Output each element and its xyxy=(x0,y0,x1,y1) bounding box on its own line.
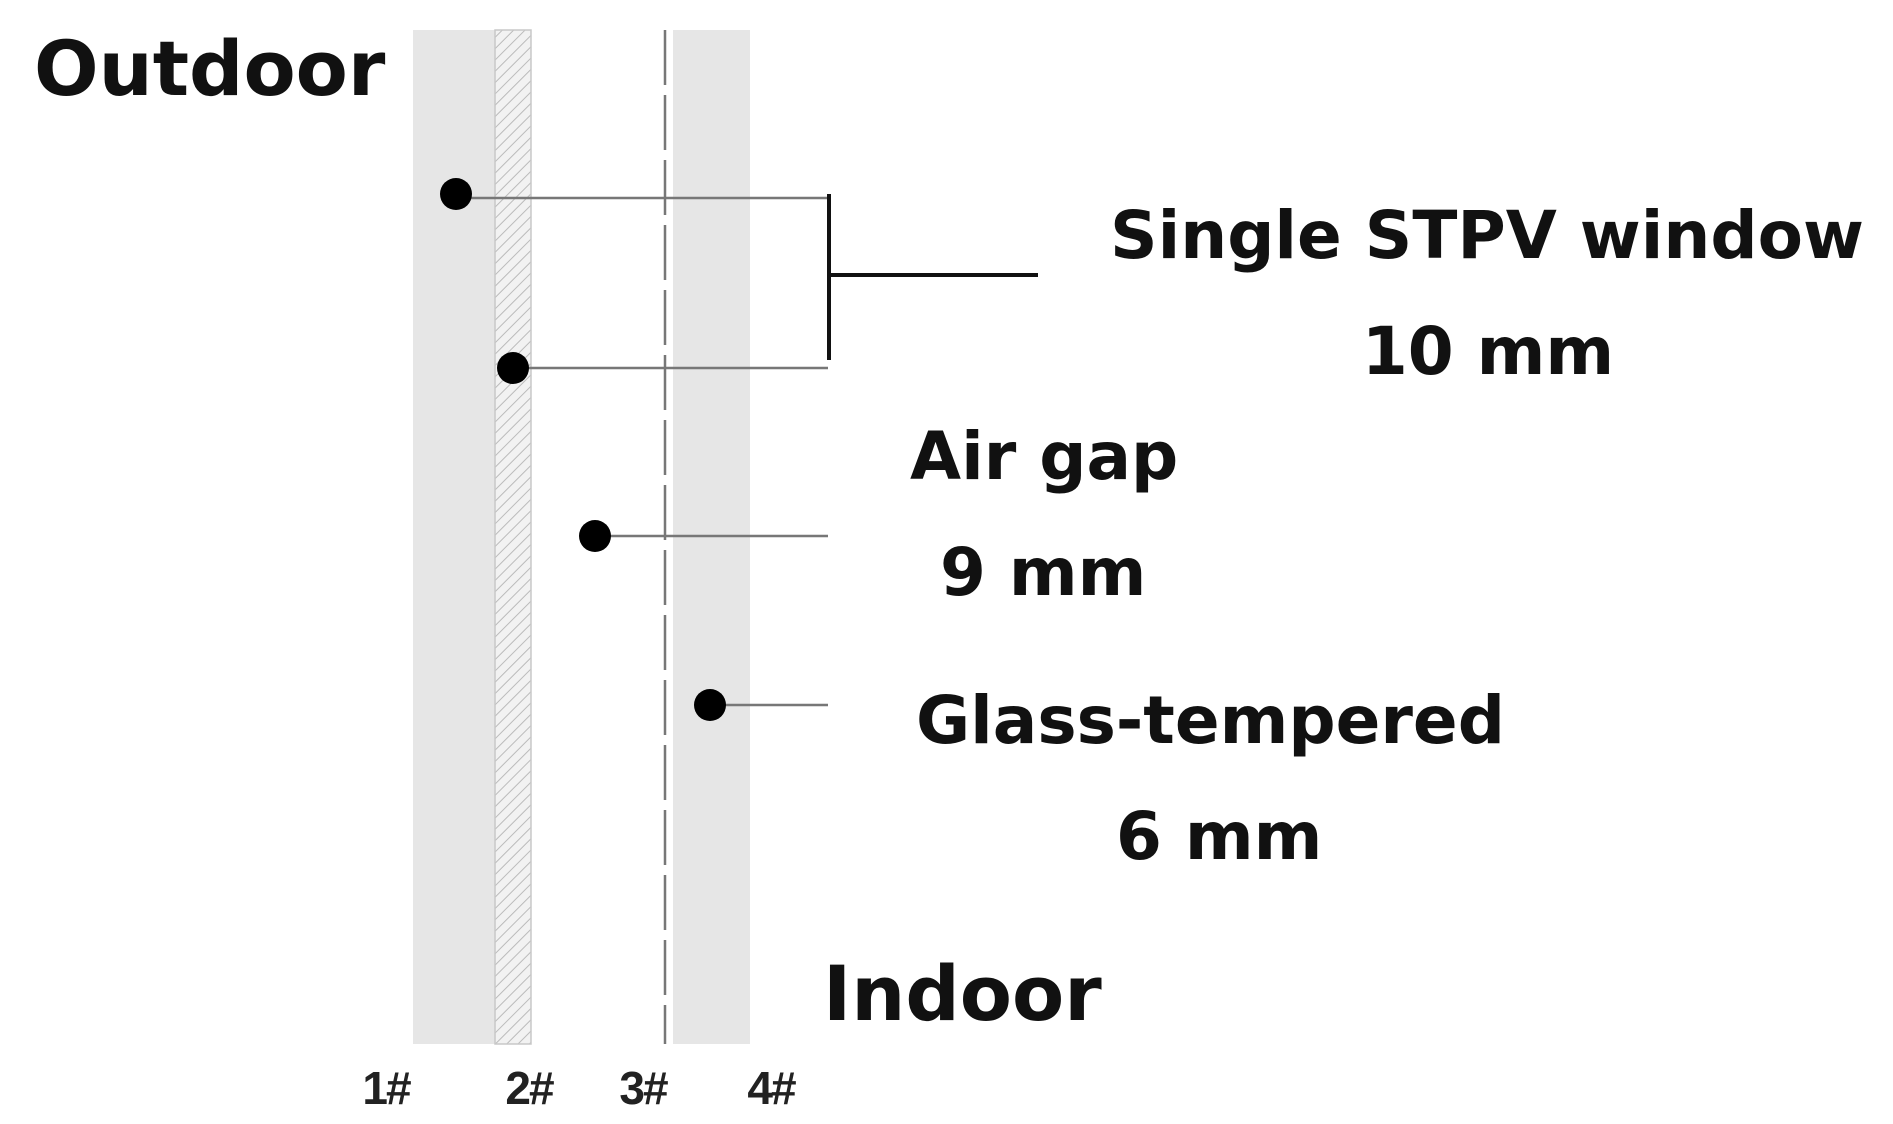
callout-name: Glass-tempered xyxy=(916,682,1505,759)
indoor-label: Indoor xyxy=(823,949,1102,1038)
bracket xyxy=(827,194,1038,360)
surface-label: 1# xyxy=(362,1062,411,1114)
surface-label: 3# xyxy=(619,1062,668,1114)
dots xyxy=(440,178,726,721)
outdoor-label: Outdoor xyxy=(34,24,386,113)
surface-label: 2# xyxy=(505,1062,554,1114)
leader-lines xyxy=(456,196,828,707)
callout-thickness: 10 mm xyxy=(1362,313,1614,390)
callout-name: Single STPV window xyxy=(1110,197,1864,274)
callout-thickness: 9 mm xyxy=(940,534,1146,611)
surface-label: 4# xyxy=(747,1062,796,1114)
callout-name: Air gap xyxy=(910,418,1178,495)
callout-thickness: 6 mm xyxy=(1116,798,1322,875)
pv-layer xyxy=(494,29,532,1045)
